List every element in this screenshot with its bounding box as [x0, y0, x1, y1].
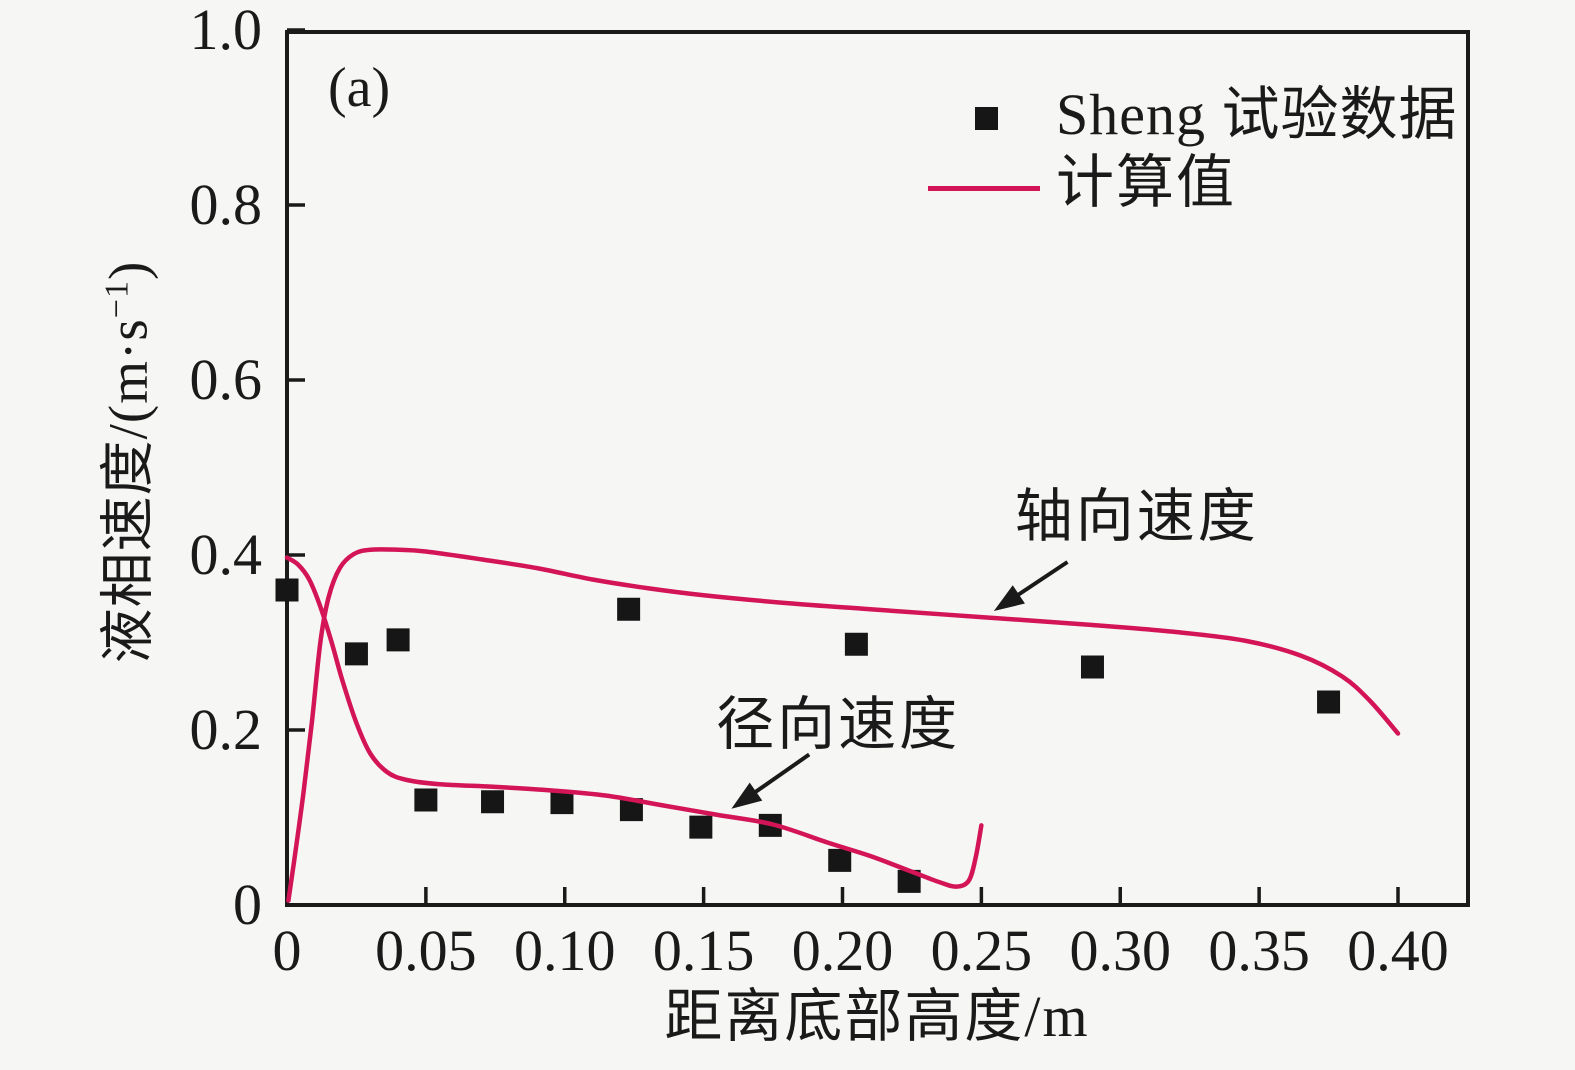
x-tick-label: 0.10: [514, 918, 616, 983]
y-tick-label: 0.2: [189, 697, 263, 762]
data-point-marker: [1080, 655, 1104, 679]
data-point-marker: [386, 628, 410, 652]
x-tick-label: 0.15: [652, 918, 755, 983]
y-tick-label: 1.0: [189, 0, 263, 62]
legend-square-marker-icon: [975, 107, 998, 130]
x-axis-label: 距离底部高度/m: [664, 984, 1090, 1049]
panel-label: (a): [328, 57, 391, 119]
data-point-marker: [550, 791, 574, 815]
legend-item-experiment-label: Sheng 试验数据: [1056, 82, 1458, 147]
x-tick-label: 0.30: [1069, 918, 1172, 983]
data-point-marker: [344, 642, 368, 666]
legend-item-computed-label: 计算值: [1056, 150, 1237, 215]
y-tick-label: 0: [233, 872, 262, 937]
y-axis-label: 液相速度/(m·s−1): [98, 261, 159, 664]
data-point-marker: [414, 788, 438, 812]
legend-line-sample-icon: [928, 186, 1040, 191]
data-point-marker: [689, 815, 713, 839]
data-point-marker: [275, 578, 299, 602]
series-line: [286, 547, 1401, 903]
axis-frame: [285, 30, 1470, 907]
annotation-radial-velocity-label: 径向速度: [716, 691, 961, 757]
x-tick-label: 0.40: [1347, 918, 1449, 983]
data-point-marker: [481, 790, 505, 814]
data-point-marker: [897, 869, 921, 893]
x-tick-label: 0.35: [1208, 918, 1310, 983]
y-tick-label: 0.4: [189, 522, 263, 587]
annotation-arrow-head: [993, 585, 1025, 611]
y-tick-label: 0.6: [189, 347, 263, 412]
y-axis-label-superscript: −1: [98, 279, 136, 319]
annotation-arrow-head: [731, 782, 763, 809]
data-point-marker: [1317, 690, 1341, 714]
data-point-marker: [844, 632, 868, 656]
x-tick-label: 0.20: [791, 918, 894, 983]
x-tick-label: 0.05: [375, 918, 477, 983]
data-point-marker: [617, 597, 641, 621]
y-axis-label-main: 液相速度/(m·s: [97, 318, 159, 664]
y-axis-label-close: ): [97, 260, 159, 280]
y-tick-label: 0.8: [189, 172, 263, 237]
data-point-marker: [828, 848, 852, 872]
x-tick-label: 0: [272, 918, 302, 983]
data-point-marker: [619, 798, 643, 822]
annotation-axial-velocity-label: 轴向速度: [1014, 483, 1259, 549]
series-line: [284, 555, 984, 889]
x-tick-label: 0.25: [930, 918, 1033, 983]
